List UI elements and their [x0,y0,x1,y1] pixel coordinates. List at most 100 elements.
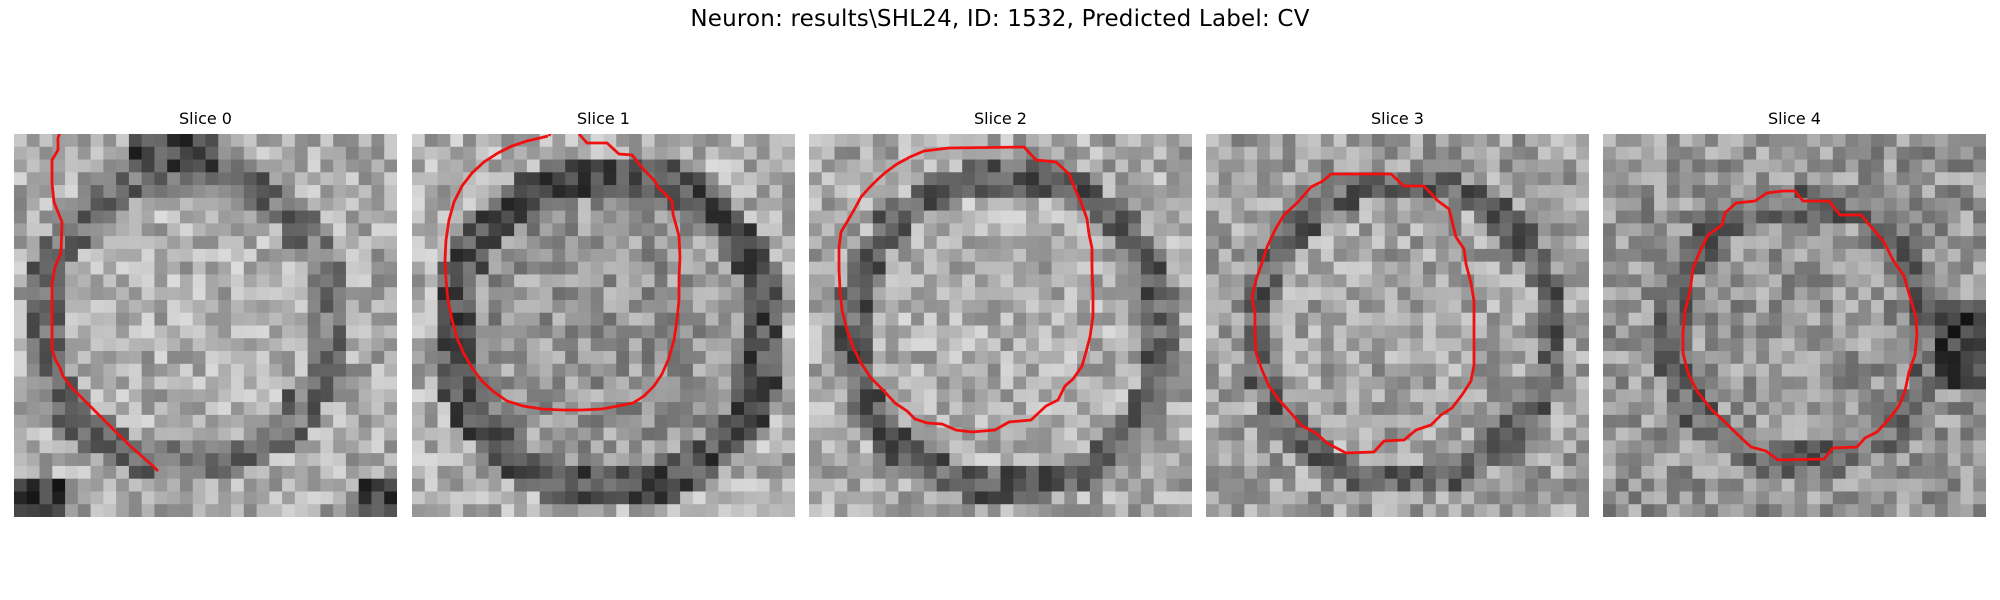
slice-2-pixel [898,376,912,390]
slice-1-pixel [424,146,439,161]
slice-2-pixel [962,134,976,148]
slice-0-pixel [282,172,296,186]
slice-0-pixel [358,236,373,250]
slice-3-pixel [1308,325,1322,339]
slice-3-pixel [1295,402,1309,416]
slice-2-pixel [847,504,861,517]
slice-1-pixel [756,402,771,416]
slice-0-pixel [282,261,296,276]
slice-1-pixel [412,299,426,314]
slice-4-pixel [1883,325,1898,339]
slice-3-pixel [1461,465,1475,480]
slice-2-pixel [1026,159,1040,173]
slice-0-pixel [320,504,334,517]
slice-3-pixel [1308,465,1322,480]
slice-4-pixel [1756,465,1770,480]
slice-4-pixel [1756,236,1770,250]
slice-3-pixel [1550,146,1565,161]
slice-4-pixel [1628,197,1642,212]
slice-3-pixel [1257,185,1271,199]
slice-1-pixel [450,172,464,186]
slice-1-pixel [526,325,541,339]
slice-4-pixel [1807,376,1821,390]
slice-0-pixel [52,274,66,288]
slice-2-pixel [1140,134,1155,148]
slice-4-pixel [1973,197,1986,212]
slice-2-pixel [962,159,976,173]
slice-3-pixel [1397,312,1411,327]
slice-4-pixel [1717,427,1732,441]
slice-1-pixel [424,338,439,352]
slice-0-pixel [345,338,360,352]
slice-4-pixel [1730,351,1745,365]
slice-3-pixel [1295,210,1309,224]
slice-3-pixel [1410,210,1424,224]
slice-2-pixel [1153,363,1168,378]
slice-4-pixel [1832,248,1847,263]
slice-4-pixel [1692,465,1706,480]
slice-3-pixel [1333,478,1348,493]
slice-0-pixel [231,440,245,454]
slice-1-pixel [450,465,464,480]
slice-2-pixel [872,274,887,288]
slice-0-pixel [307,414,321,429]
slice-4-pixel [1947,363,1962,378]
slice-4-pixel [1922,453,1936,467]
slice-2-pixel [949,274,963,288]
slice-4-pixel [1934,274,1949,288]
slice-3-pixel [1474,453,1488,467]
slice-1-pixel [603,159,617,173]
slice-4-pixel [1781,478,1796,493]
slice-3-pixel [1537,172,1552,186]
slice-3-pixel [1218,172,1233,186]
slice-0-pixel [26,465,41,480]
slice-1-pixel [488,236,502,250]
slice-4-pixel [1807,223,1821,237]
slice-2-pixel [1026,453,1040,467]
slice-4-pixel [1781,389,1796,403]
slice-2-pixel [1115,440,1129,454]
slice-4-pixel [1883,287,1898,301]
slice-4-pixel [1871,325,1885,339]
slice-2-pixel [1179,274,1192,288]
slice-3-pixel [1231,312,1245,327]
slice-4-pixel [1654,478,1668,493]
slice-2-pixel [1140,389,1155,403]
slice-4-pixel [1666,261,1681,276]
slice-0-pixel [167,274,181,288]
slice-2-pixel [847,414,861,429]
slice-2-pixel [1038,159,1053,173]
slice-3-pixel [1550,236,1565,250]
slice-0-pixel [371,465,385,480]
slice-1-pixel [424,465,439,480]
slice-3-pixel [1525,414,1539,429]
slice-2-pixel [974,248,989,263]
slice-2-pixel [885,478,899,493]
slice-0-pixel [256,351,270,365]
slice-2-pixel [885,376,899,390]
slice-1-pixel [616,274,630,288]
slice-1-pixel [603,248,617,263]
slice-4-pixel [1934,402,1949,416]
slice-3-pixel [1346,197,1360,212]
slice-4-pixel [1679,376,1693,390]
slice-2-pixel [962,465,976,480]
slice-0-pixel [294,363,309,378]
slice-3-pixel [1525,389,1539,403]
slice-3-pixel [1512,236,1526,250]
slice-1-pixel [552,389,566,403]
slice-1-pixel [539,197,554,212]
slice-3-pixel [1206,134,1220,148]
slice-4-pixel [1628,478,1642,493]
slice-3-pixel [1308,504,1322,517]
slice-4-pixel [1743,414,1757,429]
slice-0-pixel [179,402,194,416]
slice-3-pixel [1346,478,1360,493]
slice-2-pixel [847,465,861,480]
slice-0-pixel [205,172,219,186]
slice-0-pixel [167,440,181,454]
slice-1-pixel [718,210,732,224]
slice-0-pixel [26,453,41,467]
slice-0-pixel [116,210,130,224]
slice-1-pixel [692,299,707,314]
